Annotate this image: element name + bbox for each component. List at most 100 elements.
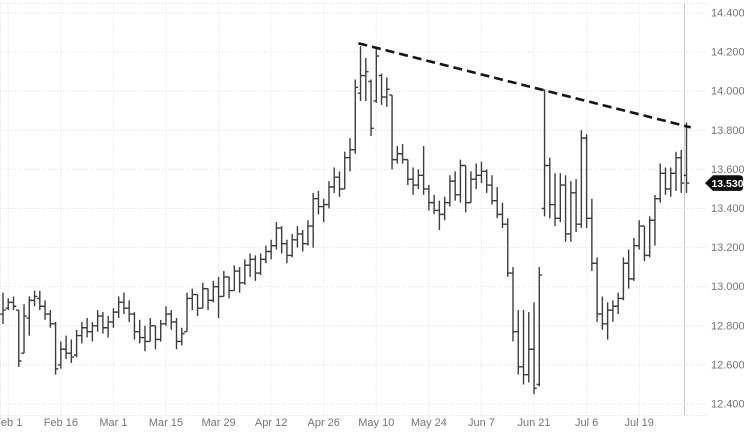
ohlc-bar — [310, 192, 317, 248]
x-axis-tick-label: May 24 — [411, 417, 447, 429]
ohlc-bar — [142, 325, 148, 352]
ohlc-bar — [362, 57, 369, 101]
y-axis-tick-label: 12.400 — [711, 399, 744, 411]
ohlc-bar — [94, 310, 101, 332]
ohlc-bar — [73, 329, 80, 358]
ohlc-bar — [168, 310, 175, 330]
ohlc-bar — [652, 194, 658, 246]
ohlc-bar — [284, 239, 290, 264]
y-axis-tick-label: 13.800 — [711, 125, 744, 137]
ohlc-bar — [242, 259, 248, 285]
x-axis-labels: Feb 1 Feb 16 Mar 1 Mar 15 Mar 29 Apr 12 Apr 26… — [0, 417, 654, 429]
ohlc-bar — [15, 309, 22, 367]
ohlc-bar — [415, 169, 422, 189]
ohlc-bar — [278, 226, 285, 254]
ohlc-bar — [263, 245, 269, 264]
ohlc-bar — [568, 181, 574, 242]
x-axis-tick-label: Apr 12 — [255, 417, 287, 429]
ohlc-bar — [63, 335, 69, 360]
ohlc-bar — [468, 171, 474, 204]
ohlc-bar — [205, 287, 211, 311]
ohlc-bar — [604, 302, 611, 340]
ohlc-bar — [89, 321, 96, 342]
ohlc-bar — [226, 276, 232, 299]
ohlc-bar — [184, 292, 190, 333]
ohlc-bar — [384, 77, 390, 107]
ohlc-bar — [504, 218, 511, 277]
ohlc-bar — [399, 143, 406, 164]
ohlc-bar — [625, 249, 632, 289]
ohlc-bar — [420, 145, 427, 195]
ohlc-bar — [641, 225, 648, 262]
x-axis-tick-label: Mar 1 — [99, 417, 127, 429]
ohlc-bar — [299, 230, 306, 252]
ohlc-bar — [157, 319, 164, 342]
ohlc-bar — [473, 163, 479, 189]
y-axis-tick-label: 13.000 — [711, 281, 744, 293]
ohlc-bar — [215, 276, 222, 318]
ohlc-bar — [441, 196, 448, 221]
ohlc-bar — [210, 280, 217, 303]
ohlc-bar — [373, 48, 380, 103]
y-axis-tick-label: 13.200 — [711, 242, 744, 254]
ohlc-bar — [194, 293, 201, 317]
y-axis-tick-label: 14.200 — [711, 47, 744, 59]
ohlc-bar — [552, 173, 558, 227]
x-axis-tick-label: Feb 16 — [44, 417, 78, 429]
ohlc-bar — [273, 222, 280, 250]
ohlc-bar — [657, 163, 664, 203]
ohlc-bar — [531, 302, 537, 395]
ohlc-bar — [52, 321, 59, 375]
ohlc-bar — [515, 310, 522, 375]
ohlc-bar — [289, 233, 295, 258]
ohlc-bar — [247, 253, 253, 277]
ohlc-bar — [352, 79, 359, 154]
ohlc-bar — [42, 300, 48, 320]
ohlc-bar — [252, 255, 259, 281]
x-axis-tick-label: Jun 7 — [468, 417, 495, 429]
ohlc-bar — [389, 94, 395, 170]
ohlc-bar — [447, 175, 453, 207]
ohlc-bar — [326, 181, 332, 209]
x-axis-tick-label: Mar 15 — [149, 417, 183, 429]
ohlc-bar — [541, 89, 548, 217]
ohlc-bar — [547, 157, 553, 219]
ohlc-bar — [320, 198, 327, 223]
trendline — [358, 42, 692, 129]
ohlc-bar — [536, 267, 543, 387]
ohlc-bar — [520, 310, 527, 385]
ohlc-bar — [236, 267, 243, 293]
ohlc-bar — [100, 312, 106, 334]
ohlc-bar — [646, 216, 653, 258]
ohlc-bar — [667, 167, 674, 197]
ohlc-bar — [294, 226, 301, 248]
ohlc-bar — [631, 237, 637, 281]
ohlc-bar — [231, 265, 238, 292]
ohlc-bar — [173, 317, 180, 350]
x-axis-tick-label: Mar 29 — [201, 417, 235, 429]
ohlc-bar — [21, 304, 27, 354]
ohlc-bar — [678, 149, 685, 193]
ohlc-bar — [573, 179, 579, 232]
ohlc-bar — [305, 220, 311, 246]
ohlc-bar — [189, 288, 196, 311]
ohlc-bar — [336, 171, 343, 197]
ohlc-bar — [115, 296, 122, 318]
x-axis-tick-label: Jul 6 — [575, 417, 598, 429]
ohlc-bar — [268, 239, 274, 260]
ohlc-bar — [578, 130, 585, 229]
ohlc-bar — [163, 306, 169, 326]
y-axis-tick-label: 12.800 — [711, 320, 744, 332]
y-axis-labels: 14.400 14.200 14.000 13.800 13.600 13.400 13.2… — [711, 8, 744, 411]
ohlc-bar — [47, 310, 54, 328]
ohlc-bar — [615, 292, 621, 315]
ohlc-bar — [126, 300, 132, 322]
ohlc-bar — [510, 267, 516, 342]
ohlc-bar — [105, 316, 111, 338]
ohlc-bar — [131, 312, 138, 340]
ohlc-bar — [452, 171, 458, 201]
ohlc-bar — [436, 200, 443, 231]
ohlc-bar — [426, 185, 432, 211]
